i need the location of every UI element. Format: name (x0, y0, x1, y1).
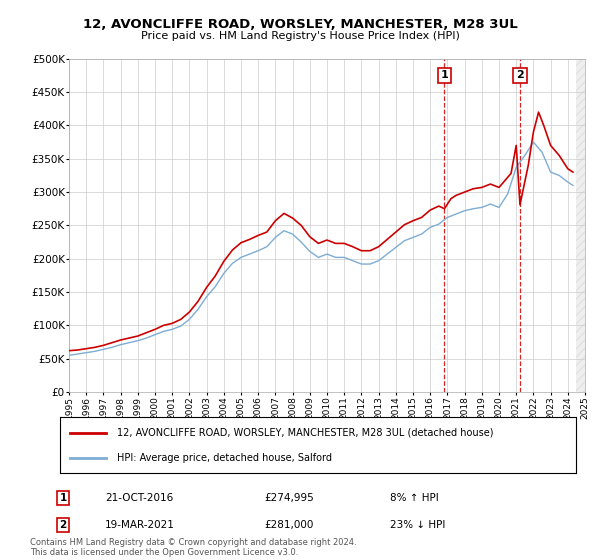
Bar (577, 59, 585, 392)
Text: £281,000: £281,000 (264, 520, 313, 530)
Text: 2: 2 (516, 71, 524, 81)
Text: 8% ↑ HPI: 8% ↑ HPI (390, 493, 439, 503)
Text: £274,995: £274,995 (264, 493, 314, 503)
Text: HPI: Average price, detached house, Salford: HPI: Average price, detached house, Salf… (117, 452, 332, 463)
Text: Price paid vs. HM Land Registry's House Price Index (HPI): Price paid vs. HM Land Registry's House … (140, 31, 460, 41)
Text: 19-MAR-2021: 19-MAR-2021 (105, 520, 175, 530)
Text: 2: 2 (59, 520, 67, 530)
Text: 21-OCT-2016: 21-OCT-2016 (105, 493, 173, 503)
Text: 12, AVONCLIFFE ROAD, WORSLEY, MANCHESTER, M28 3UL (detached house): 12, AVONCLIFFE ROAD, WORSLEY, MANCHESTER… (117, 428, 493, 438)
Text: Contains HM Land Registry data © Crown copyright and database right 2024.
This d: Contains HM Land Registry data © Crown c… (30, 538, 356, 557)
Text: 1: 1 (440, 71, 448, 81)
Text: 1: 1 (59, 493, 67, 503)
Text: 12, AVONCLIFFE ROAD, WORSLEY, MANCHESTER, M28 3UL: 12, AVONCLIFFE ROAD, WORSLEY, MANCHESTER… (83, 18, 517, 31)
Text: 23% ↓ HPI: 23% ↓ HPI (390, 520, 445, 530)
